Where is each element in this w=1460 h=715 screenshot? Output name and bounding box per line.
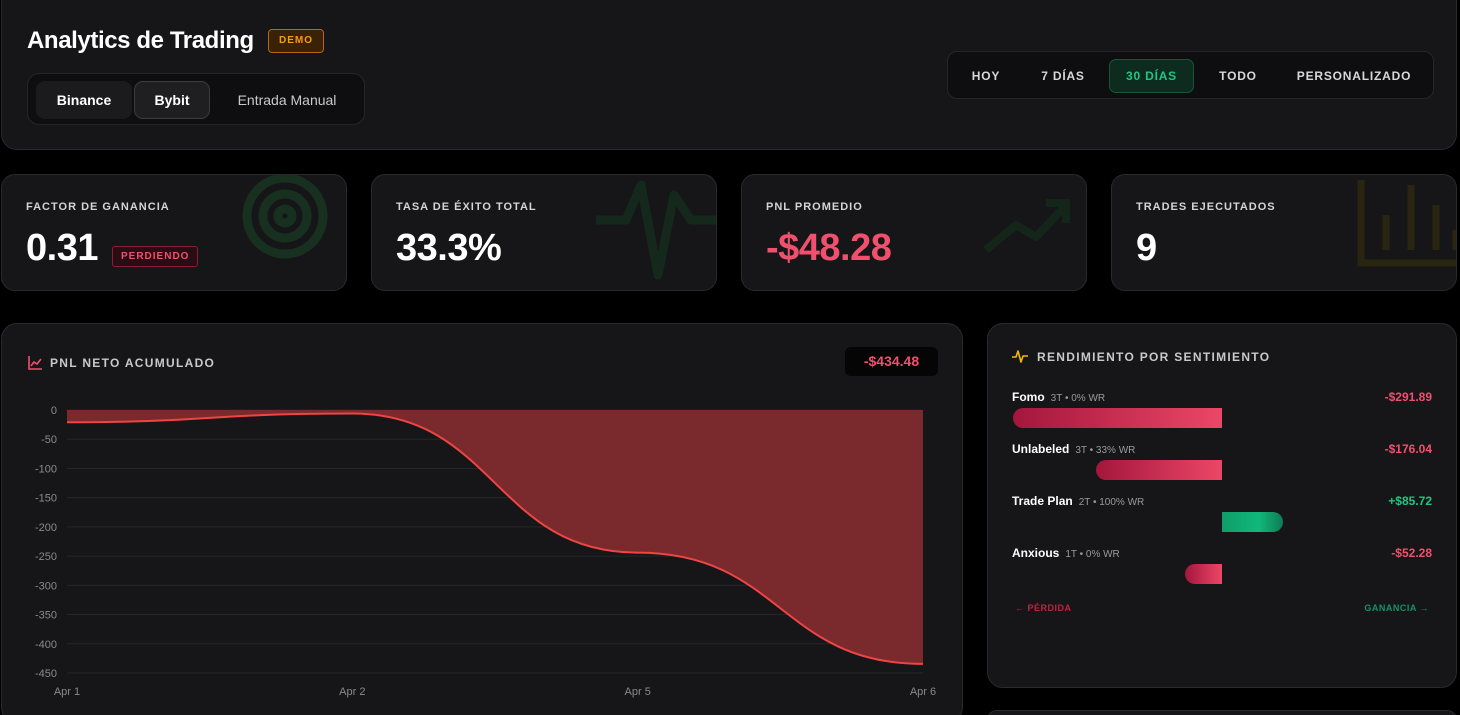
header-panel: Analytics de Trading DEMO Binance Bybit … [1, 0, 1457, 150]
sentiment-value: -$52.28 [1391, 546, 1432, 560]
range-today[interactable]: HOY [971, 69, 1001, 83]
range-30-days[interactable]: 30 DÍAS [1109, 59, 1194, 93]
stat-label: TASA DE ÉXITO TOTAL [396, 201, 537, 213]
stat-label: TRADES EJECUTADOS [1136, 201, 1276, 213]
stat-value: 33.3% [396, 227, 502, 269]
tab-binance[interactable]: Binance [36, 81, 132, 119]
range-custom[interactable]: PERSONALIZADO [1296, 69, 1412, 83]
sentiment-meta: 1T • 0% WR [1065, 549, 1120, 560]
source-tabs: Binance Bybit Entrada Manual [27, 73, 365, 125]
sentiment-label: Anxious [1012, 546, 1060, 560]
sentiment-name: Unlabeled 3T • 33% WR [1012, 442, 1135, 456]
sentiment-label: Trade Plan [1012, 494, 1073, 508]
gain-axis-label: GANANCIA → [1364, 603, 1429, 613]
sentiment-value: +$85.72 [1388, 494, 1432, 508]
tab-bybit[interactable]: Bybit [134, 81, 210, 119]
stat-trades-executed: TRADES EJECUTADOS 9 [1111, 174, 1457, 291]
sentiment-card: RENDIMIENTO POR SENTIMIENTO Fomo 3T • 0% … [987, 323, 1457, 688]
bar-chart-icon [1357, 180, 1456, 267]
range-all[interactable]: TODO [1219, 69, 1257, 83]
loss-bar [1095, 460, 1222, 480]
pulse-icon [596, 180, 716, 280]
sentiment-name: Fomo 3T • 0% WR [1012, 390, 1105, 404]
pnl-total-badge: -$434.48 [845, 347, 938, 376]
target-icon [242, 175, 328, 259]
pnl-line [66, 412, 924, 665]
sentiment-label: Unlabeled [1012, 442, 1070, 456]
x-tick-label: Apr 6 [910, 686, 936, 698]
sentiment-meta: 3T • 33% WR [1075, 445, 1136, 456]
section-title: RENDIMIENTO POR SENTIMIENTO [1037, 350, 1271, 364]
status-badge: PERDIENDO [112, 246, 199, 267]
demo-badge: DEMO [268, 29, 324, 53]
loss-axis-label: ← PÉRDIDA [1015, 603, 1072, 613]
loss-bar [1184, 564, 1222, 584]
pnl-area [67, 410, 923, 664]
x-tick-label: Apr 5 [625, 686, 651, 698]
y-tick-label: -450 [35, 668, 57, 680]
y-tick-label: -300 [35, 580, 57, 592]
range-7-days[interactable]: 7 DÍAS [1041, 69, 1085, 83]
section-title: PNL NETO ACUMULADO [50, 356, 216, 370]
date-range-tabs: HOY 7 DÍAS 30 DÍAS TODO PERSONALIZADO [947, 51, 1434, 99]
y-tick-label: -250 [35, 551, 57, 563]
stat-label: PNL PROMEDIO [766, 201, 863, 213]
tab-manual-entry[interactable]: Entrada Manual [237, 92, 337, 108]
pnl-chart: 0 -50 -100 -150 -200 -250 -300 -350 -400 -450 Apr… [35, 405, 936, 698]
stat-value: 0.31 [26, 227, 98, 269]
page-title: Analytics de Trading [27, 27, 254, 54]
stat-value: 9 [1136, 227, 1157, 269]
sentiment-meta: 2T • 100% WR [1078, 497, 1145, 508]
sentiment-name: Trade Plan 2T • 100% WR [1012, 494, 1144, 508]
x-tick-label: Apr 1 [54, 686, 80, 698]
x-tick-label: Apr 2 [339, 686, 365, 698]
sentiment-value: -$291.89 [1384, 390, 1432, 404]
y-tick-label: -200 [35, 522, 57, 534]
sentiment-value: -$176.04 [1384, 442, 1432, 456]
y-tick-label: -50 [41, 434, 57, 446]
stat-label: FACTOR DE GANANCIA [26, 201, 170, 213]
pnl-chart-card: 0 -50 -100 -150 -200 -250 -300 -350 -400 -450 Apr… [1, 323, 963, 715]
y-tick-label: -150 [35, 493, 57, 505]
sentiment-meta: 3T • 0% WR [1050, 393, 1106, 404]
sentiment-label: Fomo [1012, 390, 1045, 404]
y-tick-label: 0 [51, 405, 57, 417]
activity-icon [1012, 350, 1028, 363]
stat-value: -$48.28 [766, 227, 892, 269]
next-panel [987, 710, 1457, 715]
y-tick-label: -400 [35, 639, 57, 651]
y-tick-label: -100 [35, 463, 57, 475]
stat-avg-pnl: PNL PROMEDIO -$48.28 [741, 174, 1087, 291]
stat-win-rate: TASA DE ÉXITO TOTAL 33.3% [371, 174, 717, 291]
y-tick-label: -350 [35, 610, 57, 622]
line-chart-icon [28, 356, 42, 370]
gain-bar [1222, 512, 1284, 532]
loss-bar [1013, 408, 1222, 428]
sentiment-name: Anxious 1T • 0% WR [1012, 546, 1120, 560]
stat-profit-factor: FACTOR DE GANANCIA 0.31 PERDIENDO [1, 174, 347, 291]
trend-up-icon [983, 199, 1070, 254]
